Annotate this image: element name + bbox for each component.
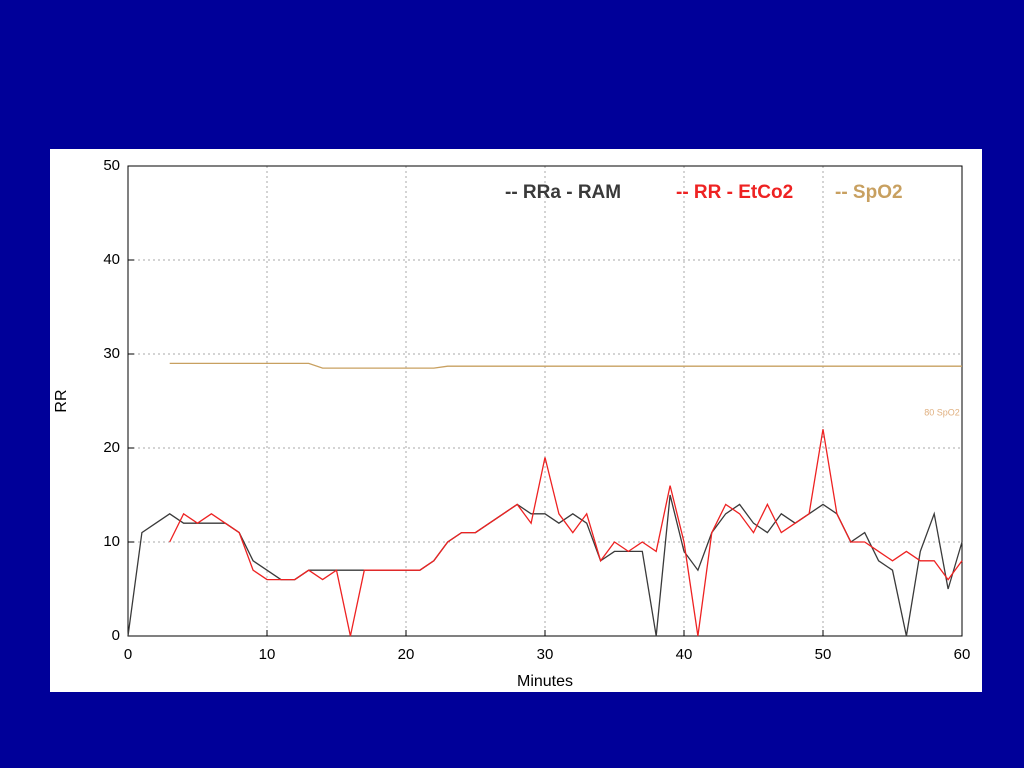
plot: 0 10 20 30 40 50 0 10 20 30 40 50 60 -- RRa - RAM -- R… [103,157,970,663]
x-tick-label: 20 [398,646,415,663]
y-tick-label: 30 [103,345,120,362]
x-tick-label: 0 [124,646,132,663]
x-axis-label: Minutes [517,673,573,690]
x-tick-label: 60 [954,646,971,663]
y-tick-label: 10 [103,533,120,550]
legend-entry: -- SpO2 [835,182,903,203]
x-tick-label: 10 [259,646,276,663]
plot-frame [127,165,963,637]
y-tick-label: 20 [103,439,120,456]
y-tick-label: 50 [103,157,120,174]
y-tick-label: 0 [112,627,120,644]
chart-panel [50,149,982,692]
x-tick-label: 40 [676,646,693,663]
series-line [127,494,963,637]
annotation: 80 SpO2 [924,407,960,417]
series-line [169,429,963,637]
legend-entry: -- RRa - RAM [505,182,621,203]
x-tick-label: 50 [815,646,832,663]
series-line [169,362,962,369]
y-tick-label: 40 [103,251,120,268]
legend-entry: -- RR - EtCo2 [676,182,793,203]
x-tick-label: 30 [537,646,554,663]
y-axis-label: RR [53,389,70,412]
